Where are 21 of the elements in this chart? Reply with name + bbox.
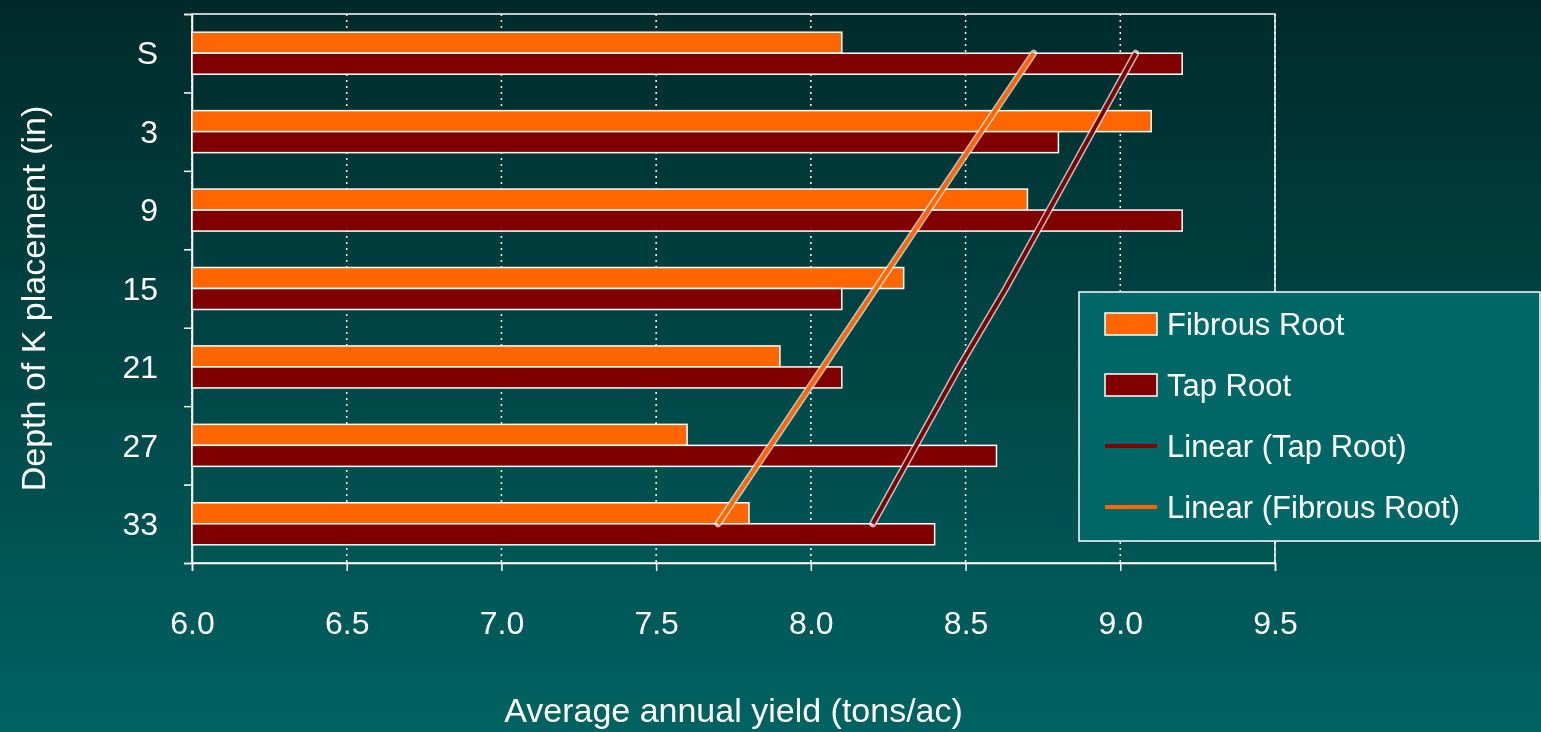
legend-label: Fibrous Root [1167,306,1345,342]
y-tick-label: 3 [140,113,158,150]
x-tick-label: 8.0 [789,604,834,641]
x-tick-label: 6.5 [324,604,370,641]
y-axis-title: Depth of K placement (in) [14,105,52,492]
y-tick-label: 27 [122,427,158,464]
y-tick-label: S [136,35,158,72]
legend-label: Tap Root [1167,367,1292,403]
y-tick-label: 21 [122,349,158,386]
x-tick-label: 9.0 [1098,604,1144,641]
legend-label: Linear (Fibrous Root) [1167,489,1460,525]
x-tick-label: 7.5 [634,604,679,641]
x-tick-label: 6.0 [170,604,215,641]
x-tick-label: 9.5 [1253,604,1298,641]
y-tick-label: 9 [140,192,158,229]
x-tick-label: 8.5 [943,604,989,641]
y-tick-label: 33 [122,505,158,542]
x-tick-label: 7.0 [479,604,525,641]
legend-label: Linear (Tap Root) [1167,428,1407,464]
x-axis-title: Average annual yield (tons/ac) [504,691,963,729]
y-tick-label: 15 [122,270,158,307]
